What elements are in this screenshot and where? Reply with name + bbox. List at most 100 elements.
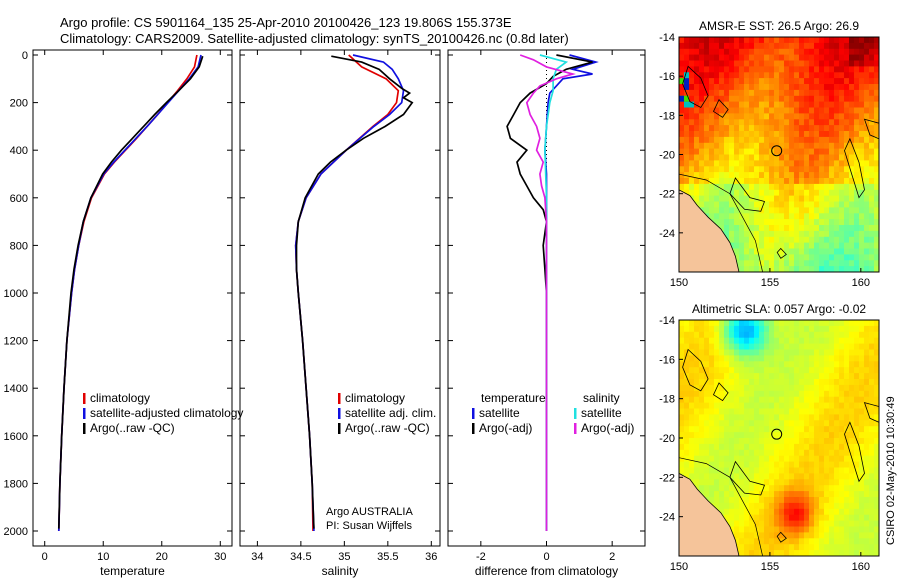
map-cell [679, 125, 685, 132]
map-cell [809, 230, 815, 238]
map-cell [829, 84, 835, 91]
map-cell [839, 349, 845, 356]
map-cell [829, 266, 835, 272]
map-cell [714, 497, 720, 504]
map-cell [679, 89, 685, 97]
map-cell [774, 260, 780, 267]
map-cell [844, 508, 850, 516]
map-cell [809, 479, 815, 486]
map-cell [754, 426, 760, 433]
map-cell [704, 473, 710, 480]
map-cell [754, 48, 760, 56]
map-cell [869, 455, 875, 462]
map-cell [724, 136, 730, 144]
map-cell [784, 426, 790, 433]
map-cell [699, 54, 705, 61]
map-cell [719, 201, 725, 208]
map-cell [779, 60, 785, 67]
map-cell [864, 242, 870, 249]
map-cell [804, 201, 810, 208]
map-cell [684, 113, 690, 120]
map-cell [774, 373, 780, 380]
series-line-salinity-satellite [539, 54, 569, 531]
map-cell [729, 136, 735, 144]
map-cell [799, 473, 805, 480]
map-cell [804, 508, 810, 516]
shelf-contour [679, 173, 763, 272]
map-cell [769, 479, 775, 486]
map-cell [794, 467, 800, 474]
map-cell [684, 125, 690, 132]
map-cell [839, 538, 845, 545]
map-cell [784, 207, 790, 214]
map-cell [874, 420, 879, 427]
map-cell [729, 125, 735, 132]
map-cell [854, 95, 860, 103]
map-cell [794, 514, 800, 521]
map-cell [699, 113, 705, 120]
map-cell [859, 526, 865, 533]
map-cell [749, 426, 755, 433]
map-cell [789, 230, 795, 238]
map-cell [784, 526, 790, 533]
legend-label: satellite [479, 406, 520, 420]
map-cell [819, 432, 825, 439]
map-cell [784, 125, 790, 132]
map-cell [849, 479, 855, 486]
map-cell [769, 467, 775, 474]
map-cell [819, 72, 825, 79]
map-cell [714, 408, 720, 415]
map-cell [859, 408, 865, 415]
map-cell [784, 195, 790, 202]
map-cell [729, 325, 735, 333]
map-cell [684, 390, 690, 398]
map-cell [824, 325, 830, 333]
map-cell [749, 538, 755, 545]
map-cell [834, 432, 840, 439]
map-cell [869, 95, 875, 103]
map-cell [794, 544, 800, 551]
map-cell [679, 131, 685, 138]
map-cell [869, 438, 875, 445]
map-cell [854, 54, 860, 61]
x-tick-label: 34.5 [290, 551, 311, 563]
map-cell [719, 432, 725, 439]
map-cell [814, 379, 820, 386]
map-cell [779, 37, 785, 44]
map-cell [829, 479, 835, 486]
series-line-satellite-adj-clim- [294, 54, 405, 532]
map-cell [724, 142, 730, 150]
map-cell [739, 367, 745, 374]
map-cell [799, 119, 805, 126]
map-cell [869, 550, 875, 556]
map-cell [744, 520, 750, 527]
map-cell [729, 473, 735, 480]
map-cell [684, 420, 690, 427]
map-cell [744, 60, 750, 67]
map-cell [849, 183, 855, 191]
map-cell [794, 337, 800, 344]
map-cell [829, 72, 835, 79]
map-cell [754, 160, 760, 167]
map-cell [734, 449, 740, 457]
map-cell [854, 219, 860, 226]
map-cell [814, 37, 820, 44]
map-cell [854, 131, 860, 138]
map-cell [749, 473, 755, 480]
map-cell [834, 426, 840, 433]
map-cell [854, 384, 860, 392]
map-cell [704, 379, 710, 386]
map-cell [834, 379, 840, 386]
map-cell [789, 84, 795, 91]
map-cell [714, 172, 720, 179]
reef-outline [682, 348, 709, 392]
map-cell [819, 260, 825, 267]
map-cell [854, 438, 860, 445]
map-cell [799, 42, 805, 50]
map-cell [759, 178, 765, 185]
map-cell [844, 230, 850, 238]
map-cell [694, 42, 700, 50]
map-cell [869, 219, 875, 226]
map-cell [754, 219, 760, 226]
map-cell [789, 514, 795, 521]
